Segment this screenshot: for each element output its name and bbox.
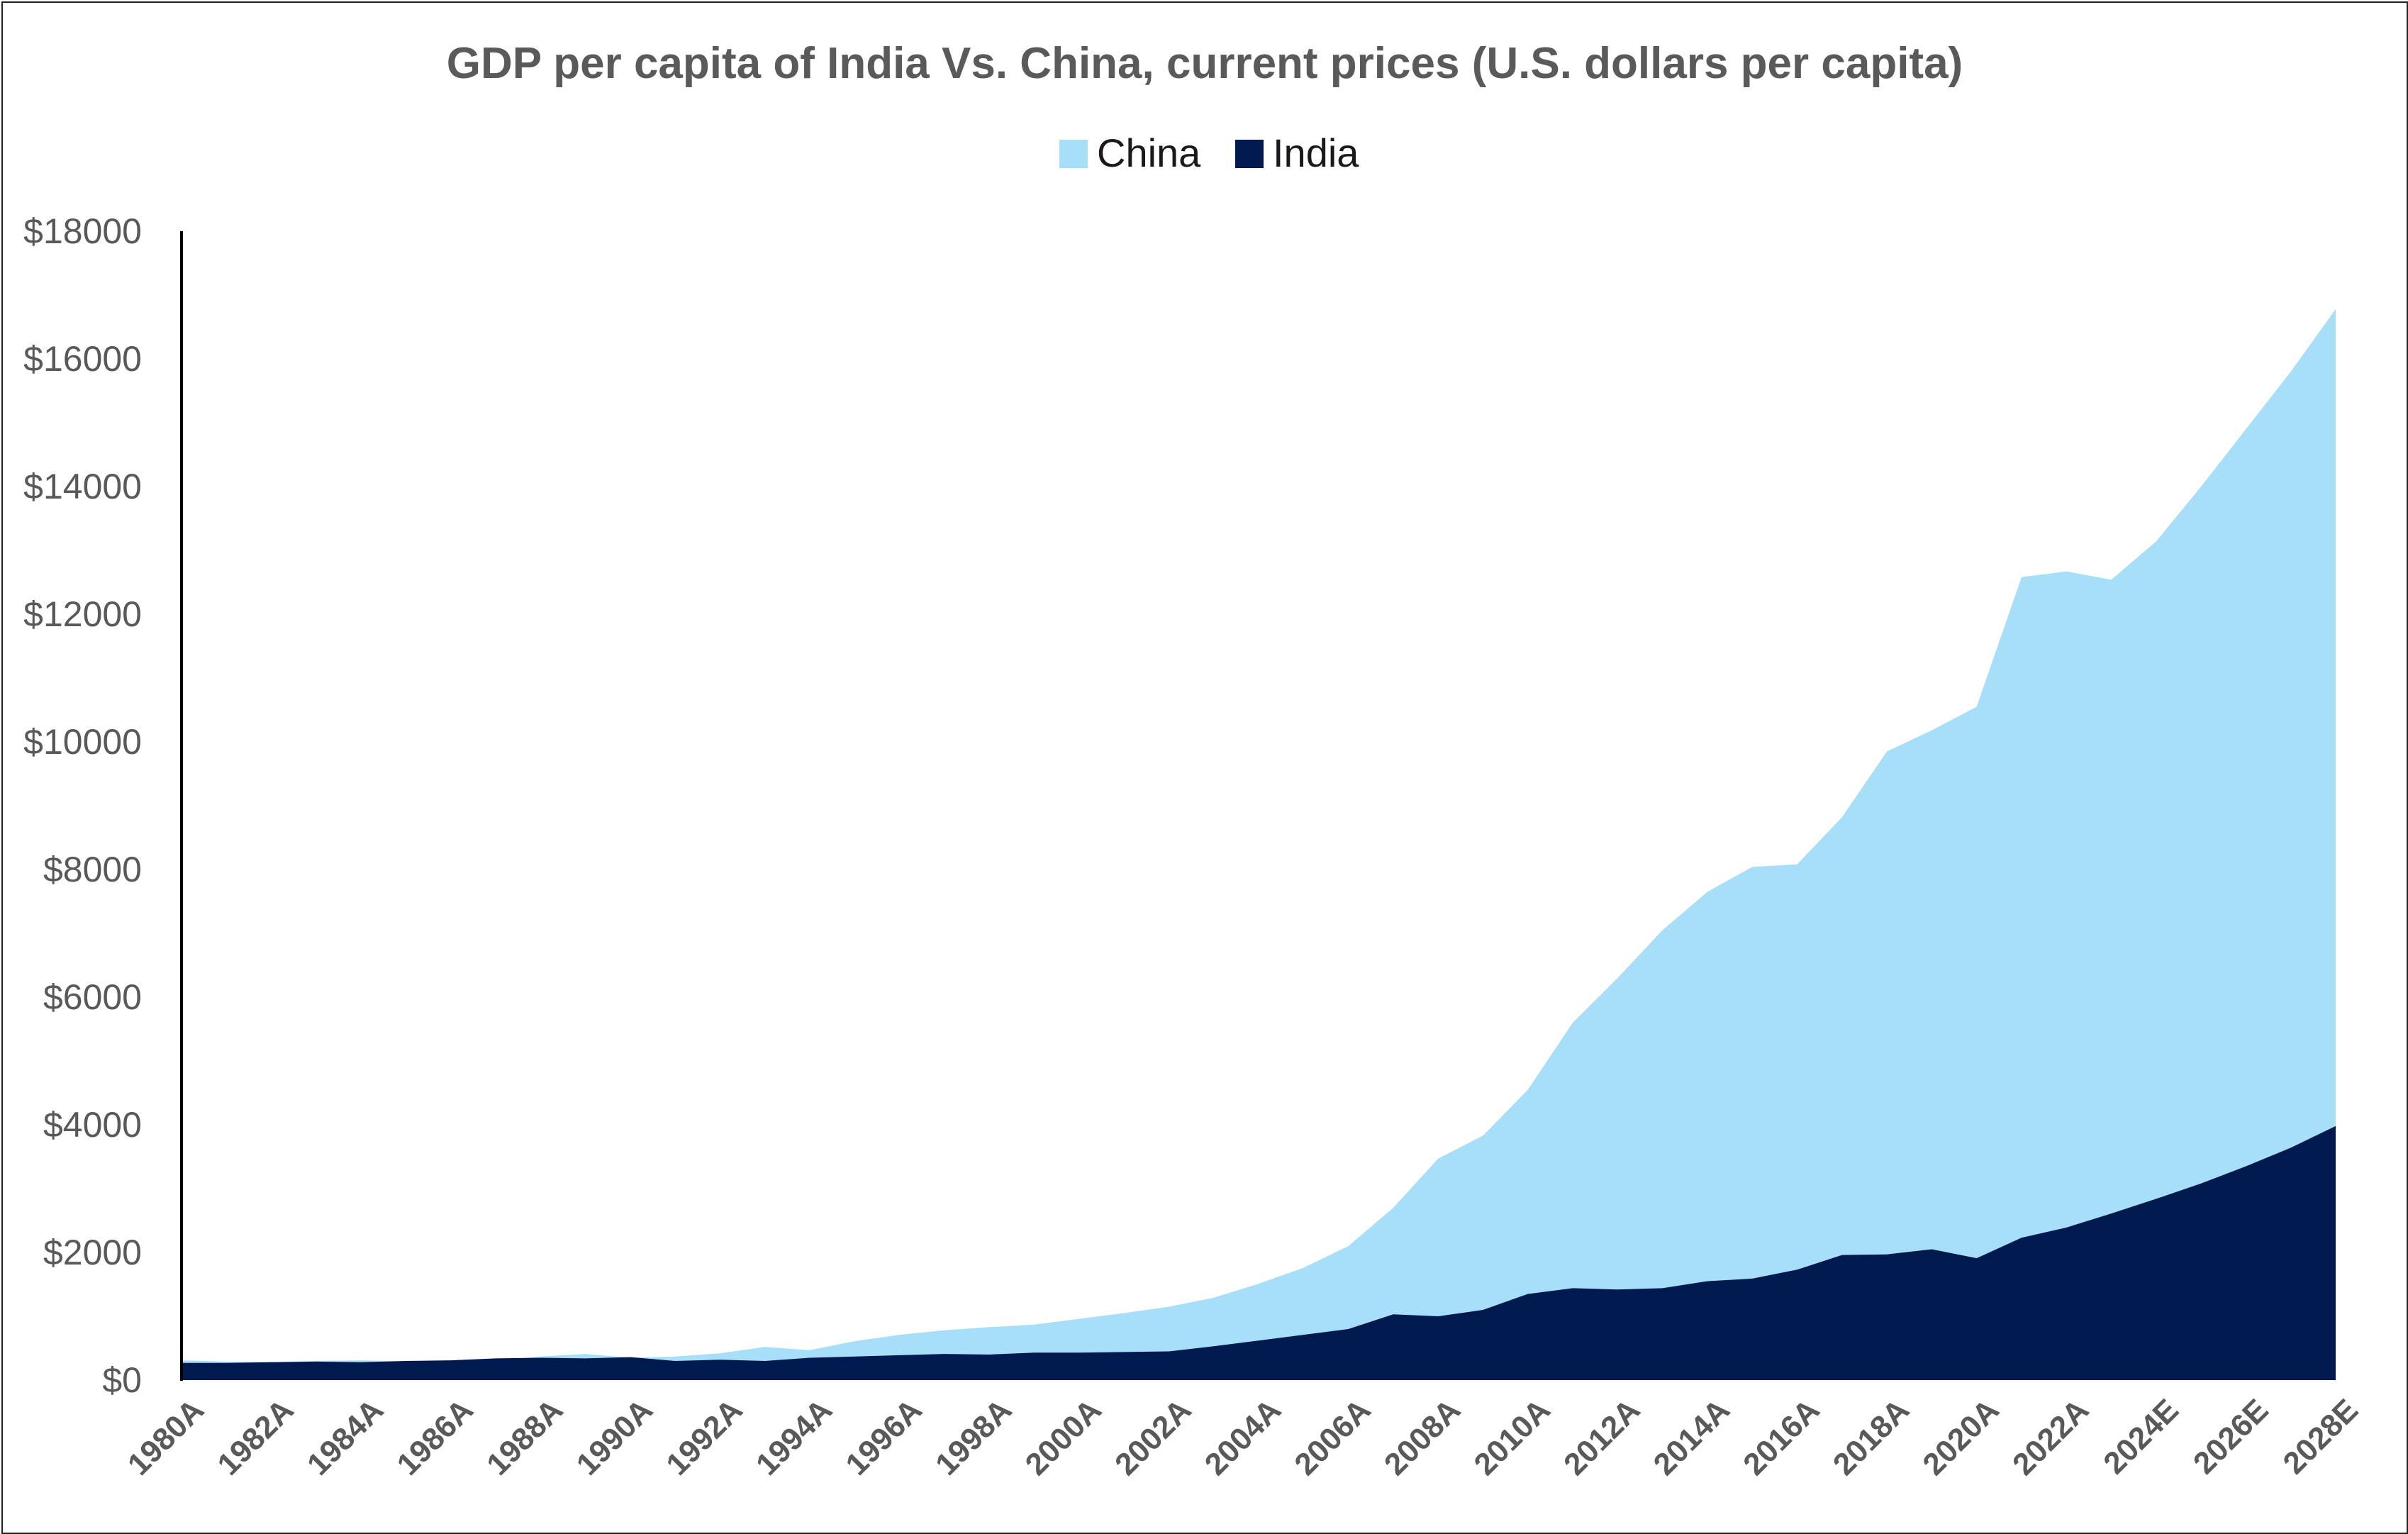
x-tick-label-2020a: 2020A (1916, 1392, 2005, 1482)
x-tick-label-1980a: 1980A (121, 1392, 211, 1482)
x-tick-label-2026e: 2026E (2187, 1392, 2275, 1481)
y-tick-label-12000: $12000 (23, 594, 142, 634)
y-tick-label-6000: $6000 (43, 977, 142, 1017)
y-tick-label-10000: $10000 (23, 722, 142, 762)
x-tick-label-2008a: 2008A (1378, 1392, 1467, 1482)
area-china (182, 309, 2336, 1380)
x-tick-label-2012a: 2012A (1557, 1392, 1646, 1482)
x-tick-label-1988a: 1988A (480, 1392, 569, 1482)
y-tick-label-4000: $4000 (43, 1105, 142, 1145)
x-tick-label-1998a: 1998A (929, 1392, 1018, 1482)
legend-label-china: China (1097, 130, 1201, 175)
x-tick-label-2018a: 2018A (1827, 1392, 1916, 1482)
legend: China India (1059, 130, 1359, 175)
legend-swatch-china (1059, 140, 1088, 168)
x-tick-label-1990a: 1990A (570, 1392, 659, 1482)
chart-title: GDP per capita of India Vs. China, curre… (447, 39, 1963, 88)
x-tick-label-1992a: 1992A (659, 1392, 749, 1482)
x-tick-label-2016a: 2016A (1737, 1392, 1826, 1482)
x-tick-label-2000a: 2000A (1019, 1392, 1108, 1482)
x-tick-label-2006a: 2006A (1288, 1392, 1377, 1482)
y-tick-label-14000: $14000 (23, 467, 142, 506)
x-tick-label-1986a: 1986A (391, 1392, 480, 1482)
legend-label-india: India (1273, 130, 1359, 175)
x-tick-label-1982a: 1982A (211, 1392, 300, 1482)
area-india (182, 1126, 2336, 1380)
x-tick-label-2004a: 2004A (1198, 1392, 1288, 1482)
y-tick-label-16000: $16000 (23, 339, 142, 379)
x-tick-label-1984a: 1984A (301, 1392, 390, 1482)
x-tick-label-2010a: 2010A (1468, 1392, 1557, 1482)
x-tick-label-2014a: 2014A (1647, 1392, 1737, 1482)
y-tick-label-8000: $8000 (43, 850, 142, 889)
x-tick-label-1996a: 1996A (839, 1392, 928, 1482)
x-tick-label-2002a: 2002A (1108, 1392, 1198, 1482)
x-tick-label-2022a: 2022A (2006, 1392, 2095, 1482)
x-tick-label-2024e: 2024E (2097, 1392, 2185, 1481)
chart-svg: GDP per capita of India Vs. China, curre… (23, 39, 2365, 1482)
y-tick-label-0: $0 (102, 1360, 142, 1400)
x-tick-label-2028e: 2028E (2277, 1392, 2365, 1481)
y-tick-label-2000: $2000 (43, 1233, 142, 1272)
x-tick-label-1994a: 1994A (749, 1392, 839, 1482)
legend-swatch-india (1235, 140, 1264, 168)
plot-area: $0 $2000 $4000 $6000 $8000 $10000 $12000 $14000… (23, 211, 2365, 1482)
y-tick-label-18000: $18000 (23, 211, 142, 251)
